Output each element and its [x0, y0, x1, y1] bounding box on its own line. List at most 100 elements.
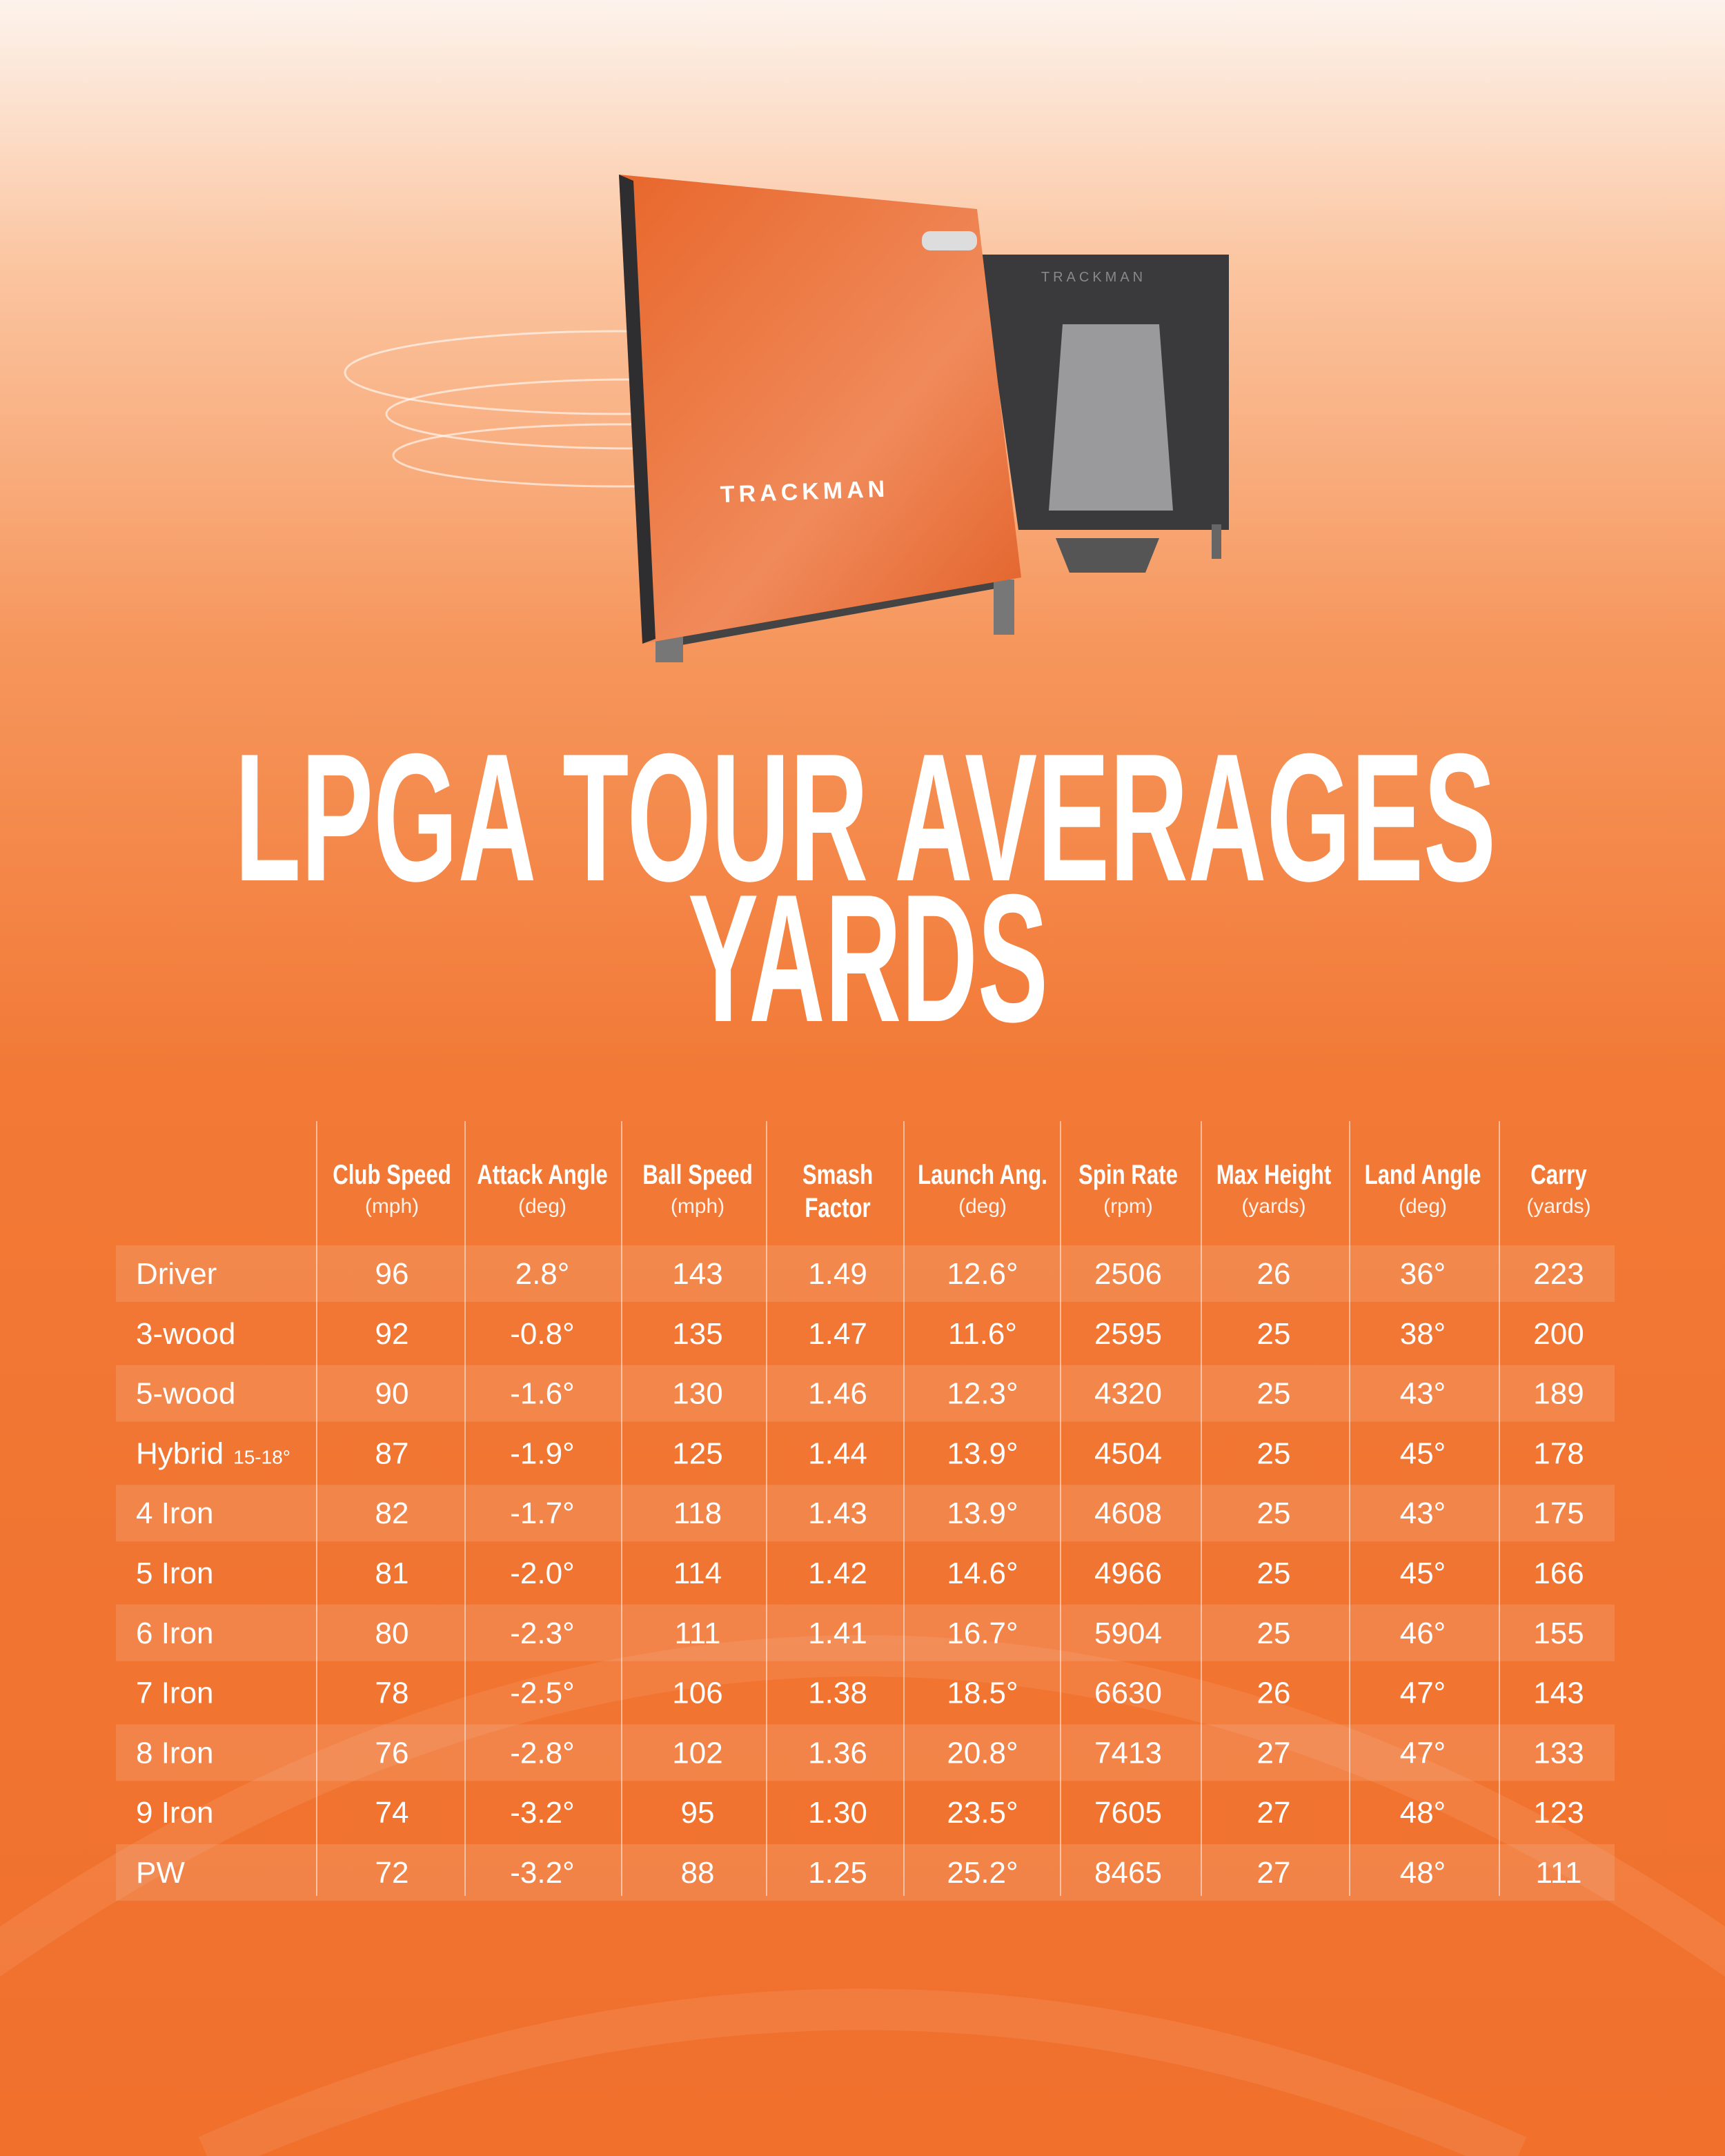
cell-value: 143 — [1533, 1677, 1584, 1710]
cell-value: -1.6° — [510, 1377, 574, 1411]
cell-value: -2.8° — [510, 1736, 574, 1770]
cell-value: 166 — [1533, 1556, 1584, 1590]
cell-value: 7605 — [1094, 1796, 1162, 1830]
cell-value: 1.36 — [808, 1736, 867, 1770]
cell-value: -0.8° — [510, 1317, 574, 1351]
column-unit: (deg) — [958, 1195, 1007, 1218]
cell-value: 1.25 — [808, 1856, 867, 1890]
cell-value: 1.49 — [808, 1257, 867, 1291]
column-unit: (deg) — [1399, 1195, 1447, 1218]
front-panel — [619, 175, 1021, 644]
cell-value: -2.0° — [510, 1556, 574, 1590]
device — [619, 175, 1229, 662]
cell-value: 1.38 — [808, 1677, 867, 1710]
cell-value: 16.7° — [947, 1616, 1018, 1650]
cell-value: 48° — [1400, 1856, 1446, 1890]
row-label: Driver — [136, 1257, 217, 1291]
cell-value: 12.3° — [947, 1377, 1018, 1411]
cell-value: 38° — [1400, 1317, 1446, 1351]
row-label: 3-wood — [136, 1317, 235, 1351]
table: Club Speed (mph) Attack Angle (deg) Ball Spe… — [116, 1121, 1615, 1901]
cell-value: 96 — [375, 1257, 409, 1291]
cell-value: 8465 — [1094, 1856, 1162, 1890]
row-band — [116, 1245, 1615, 1302]
row-label: Hybrid — [136, 1436, 224, 1470]
front-brand: TRACKMAN — [720, 476, 889, 508]
cell-value: 133 — [1533, 1736, 1584, 1770]
cell-value: 123 — [1533, 1796, 1584, 1830]
cell-value: 46° — [1400, 1616, 1446, 1650]
cell-value: 11.6° — [948, 1317, 1017, 1351]
cell-value: 135 — [672, 1317, 722, 1351]
cell-value: 80 — [375, 1616, 409, 1650]
cell-value: 48° — [1400, 1796, 1446, 1830]
cell-value: 4966 — [1094, 1556, 1162, 1590]
column-unit: (yards) — [1241, 1195, 1305, 1218]
cell-value: 74 — [375, 1796, 409, 1830]
row-band — [116, 1844, 1615, 1901]
cell-value: 18.5° — [947, 1677, 1018, 1710]
cell-value: 1.42 — [808, 1556, 867, 1590]
back-grille — [1049, 324, 1173, 511]
cell-value: 175 — [1533, 1496, 1584, 1530]
row-label: 5 Iron — [136, 1556, 214, 1590]
column-header: Club Speed — [333, 1160, 451, 1190]
cell-value: 26 — [1257, 1257, 1291, 1291]
row-band — [116, 1365, 1615, 1422]
decor-arc — [0, 1635, 1725, 1977]
row-label: 6 Iron — [136, 1616, 214, 1650]
cell-value: 1.41 — [808, 1616, 867, 1650]
column-unit: (yards) — [1526, 1195, 1590, 1218]
cell-value: 25.2° — [947, 1856, 1018, 1890]
cell-value: 13.9° — [947, 1496, 1018, 1530]
cell-value: 118 — [673, 1496, 722, 1530]
cell-value: 81 — [375, 1556, 409, 1590]
cell-value: 4504 — [1094, 1436, 1162, 1470]
cell-value: 2.8° — [515, 1257, 570, 1291]
cell-value: 7413 — [1094, 1736, 1162, 1770]
cell-value: 87 — [375, 1436, 409, 1470]
cell-value: 92 — [375, 1317, 409, 1351]
cell-value: 90 — [375, 1377, 409, 1411]
cell-value: 6630 — [1094, 1677, 1162, 1710]
cell-value: -2.3° — [510, 1616, 574, 1650]
cell-value: 143 — [672, 1257, 722, 1291]
cell-value: 47° — [1400, 1736, 1446, 1770]
cell-value: 1.30 — [808, 1796, 867, 1830]
cell-value: -1.9° — [510, 1436, 574, 1470]
cell-value: 111 — [675, 1616, 721, 1650]
cell-value: 189 — [1533, 1377, 1584, 1411]
column-header: Attack Angle — [477, 1160, 608, 1190]
cell-value: 4320 — [1094, 1377, 1162, 1411]
cell-value: 155 — [1533, 1616, 1584, 1650]
column-header: Factor — [805, 1193, 870, 1223]
cell-value: 14.6° — [947, 1556, 1018, 1590]
decor-arcs — [0, 1635, 1725, 2156]
back-leg — [1212, 524, 1221, 559]
row-label: PW — [136, 1856, 185, 1890]
cell-value: 102 — [672, 1736, 722, 1770]
back-brand: TRACKMAN — [1041, 270, 1146, 285]
cell-value: 1.43 — [808, 1496, 867, 1530]
cell-value: 23.5° — [947, 1796, 1018, 1830]
row-label: 5-wood — [136, 1377, 235, 1411]
cell-value: 4608 — [1094, 1496, 1162, 1530]
row-note: 15-18° — [233, 1446, 290, 1467]
cell-value: 25 — [1257, 1377, 1291, 1411]
row-label: 4 Iron — [136, 1496, 214, 1530]
cell-value: 12.6° — [947, 1257, 1018, 1291]
row-band — [116, 1724, 1615, 1781]
column-header: Launch Ang. — [918, 1160, 1047, 1190]
cell-value: 114 — [673, 1556, 722, 1590]
cell-value: 1.47 — [808, 1317, 867, 1351]
cell-value: 47° — [1400, 1677, 1446, 1710]
cell-value: 45° — [1400, 1436, 1446, 1470]
cell-value: 78 — [375, 1677, 409, 1710]
column-header: Ball Speed — [642, 1160, 753, 1190]
cell-value: 25 — [1257, 1616, 1291, 1650]
column-unit: (mph) — [671, 1195, 724, 1218]
cell-value: 178 — [1533, 1436, 1584, 1470]
row-band — [116, 1485, 1615, 1542]
